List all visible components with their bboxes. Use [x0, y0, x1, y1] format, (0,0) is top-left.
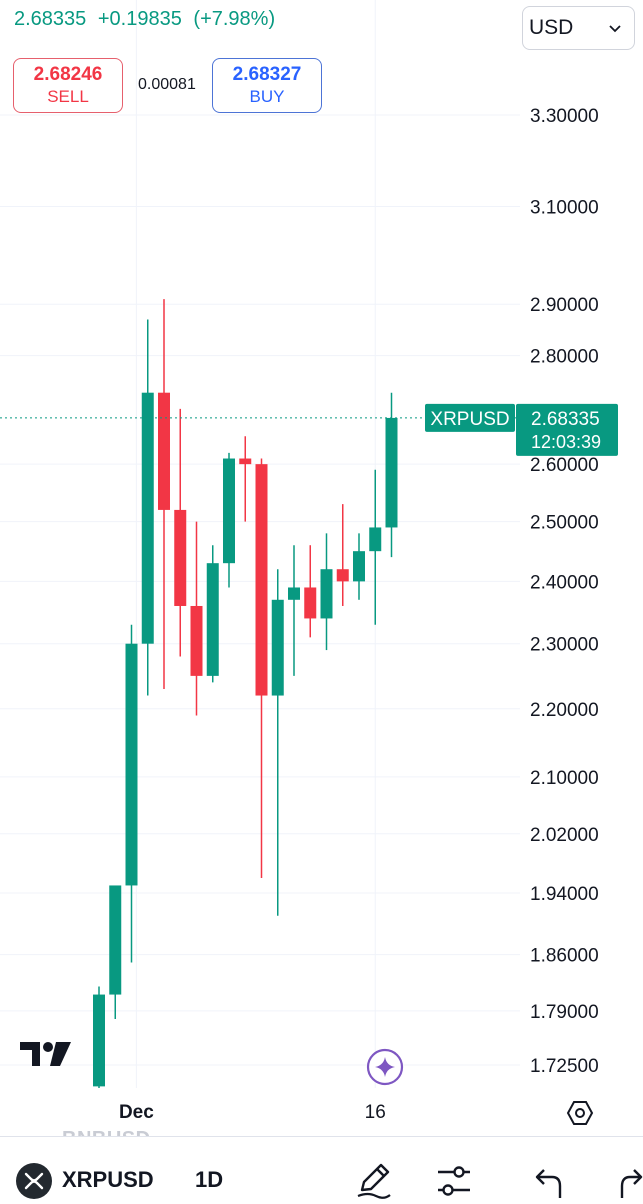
price-tick-label: 2.30000	[530, 635, 599, 656]
candle-body	[141, 392, 154, 644]
candle-up	[223, 452, 235, 588]
currency-select[interactable]: USD	[522, 6, 635, 50]
price-tick-label: 2.40000	[530, 572, 599, 593]
price-tick-label: 2.80000	[530, 347, 599, 368]
spread-value: 0.00081	[138, 76, 196, 93]
price-tick-label: 2.50000	[530, 513, 599, 534]
candle-body	[174, 509, 187, 606]
sliders-icon[interactable]	[435, 1162, 473, 1200]
last-price: 2.68335	[14, 8, 87, 30]
candle-body	[109, 885, 122, 995]
candle-body	[369, 527, 382, 552]
price-axis: 3.30000 3.10000 2.90000 2.80000 2.60000 2.500…	[530, 106, 599, 1077]
price-tick-label: 3.10000	[530, 198, 599, 219]
symbol-tag-label: XRPUSD	[430, 409, 509, 430]
price-tick-label: 3.30000	[530, 106, 599, 127]
candles	[93, 299, 398, 1088]
time-tick-label: Dec	[119, 1102, 154, 1123]
interval-selector[interactable]: 1D	[195, 1167, 224, 1192]
candle-up	[109, 885, 122, 1020]
candle-up	[141, 319, 154, 696]
chevron-down-icon	[609, 25, 621, 33]
pencil-icon[interactable]	[354, 1160, 394, 1200]
candle-down	[336, 504, 349, 606]
xrp-logo-icon	[16, 1163, 52, 1199]
tradingview-logo-icon	[20, 1042, 71, 1066]
redo-icon[interactable]	[610, 1166, 643, 1200]
sell-label: SELL	[47, 86, 89, 106]
time-axis: Dec 16	[119, 1102, 386, 1123]
price-tick-label: 2.20000	[530, 700, 599, 721]
price-tick-label: 1.94000	[530, 884, 599, 905]
price-change: +0.19835	[97, 8, 182, 30]
candle-body	[336, 569, 349, 582]
candle-down	[158, 299, 170, 689]
time-tick-label: 16	[365, 1102, 386, 1123]
candle-down	[255, 458, 268, 878]
candle-down	[304, 545, 317, 638]
candle-up	[271, 569, 284, 916]
candle-body	[158, 392, 170, 510]
candle-body	[271, 599, 284, 696]
bottom-toolbar	[0, 1136, 643, 1201]
price-tag	[516, 403, 618, 456]
buy-button[interactable]: 2.68327 BUY	[212, 58, 322, 113]
candle-body	[206, 563, 219, 676]
hexagon-settings-icon[interactable]	[566, 1099, 594, 1127]
candle-up	[288, 545, 300, 676]
price-tag-countdown: 12:03:39	[531, 432, 601, 452]
candle-up	[125, 624, 138, 963]
price-tag-value: 2.68335	[531, 409, 600, 430]
price-tick-label: 1.72500	[530, 1056, 599, 1077]
candle-body	[239, 458, 252, 465]
candle-up	[206, 545, 219, 683]
candle-body	[320, 569, 333, 619]
candle-down	[239, 436, 252, 522]
currency-value: USD	[529, 16, 574, 39]
candle-body	[190, 605, 203, 676]
candle-down	[174, 408, 187, 657]
price-tick-label: 2.90000	[530, 295, 599, 316]
candle-body	[93, 994, 105, 1087]
sell-price: 2.68246	[33, 63, 103, 85]
candle-up	[353, 533, 365, 600]
symbol-selector[interactable]: XRPUSD	[62, 1167, 154, 1192]
buy-label: BUY	[249, 86, 285, 106]
candle-body	[385, 417, 398, 528]
candle-down	[190, 521, 203, 716]
candle-body	[125, 643, 138, 886]
candle-body	[223, 458, 235, 564]
symbol-tag	[425, 403, 515, 432]
undo-icon[interactable]	[534, 1166, 568, 1200]
price-tick-label: 2.02000	[530, 825, 599, 846]
price-tick-label: 2.60000	[530, 455, 599, 476]
candle-up	[320, 533, 333, 651]
candle-body	[255, 464, 268, 696]
price-tick-label: 2.10000	[530, 768, 599, 789]
candle-up	[369, 469, 382, 625]
quote-header: 2.68335 +0.19835 (+7.98%)	[14, 8, 281, 31]
sell-button[interactable]: 2.68246 SELL	[13, 58, 123, 113]
candle-up	[385, 392, 398, 558]
buy-price: 2.68327	[232, 63, 302, 85]
price-tick-label: 1.86000	[530, 946, 599, 967]
candle-body	[288, 587, 300, 600]
candle-up	[93, 986, 105, 1088]
candle-body	[353, 551, 365, 582]
price-tick-label: 1.79000	[530, 1002, 599, 1023]
candle-body	[304, 587, 317, 619]
sparkle-assistant-icon[interactable]	[366, 1048, 404, 1086]
price-change-percent: (+7.98%)	[193, 8, 276, 30]
